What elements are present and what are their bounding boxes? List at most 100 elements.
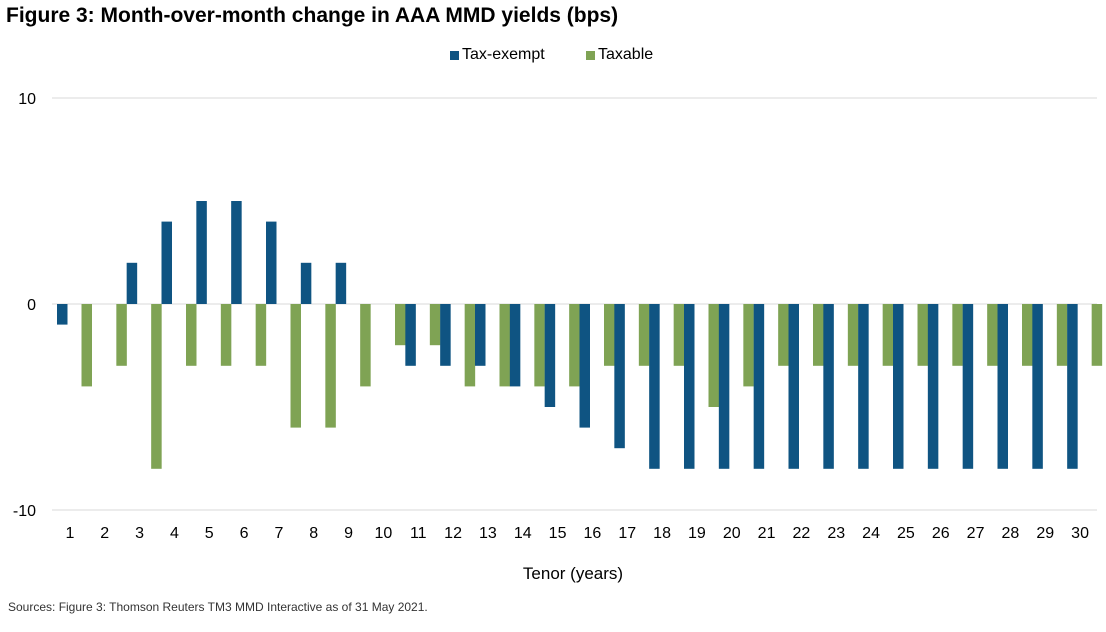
bar-tax-exempt [858,304,869,469]
bar-tax-exempt [718,304,730,469]
bar-tax-exempt [962,304,974,469]
bar-taxable [220,304,232,366]
bar-tax-exempt [57,304,68,325]
bar-taxable [987,304,998,366]
x-tick-label: 4 [170,525,179,542]
bar-tax-exempt [579,304,590,428]
x-tick-label: 28 [1002,525,1020,542]
x-tick-label: 21 [758,525,776,542]
x-tick-label: 9 [344,525,353,542]
bar-tax-exempt [231,201,242,304]
x-tick-label: 12 [444,525,462,542]
x-tick-label: 16 [584,525,602,542]
bar-tax-exempt [300,262,312,304]
x-tick-label: 25 [897,525,915,542]
bar-tax-exempt [788,304,799,469]
bar-taxable [429,304,441,346]
x-tick-label: 15 [549,525,567,542]
bar-taxable [255,304,267,366]
bar-tax-exempt [927,304,939,469]
bar-taxable [1056,304,1068,366]
bar-tax-exempt [753,304,765,469]
x-tick-label: 29 [1036,525,1054,542]
x-tick-label: 26 [932,525,950,542]
x-tick-label: 3 [135,525,144,542]
bar-taxable [952,304,963,366]
x-tick-label: 13 [479,525,497,542]
bar-taxable [360,304,371,387]
x-tick-label: 17 [618,525,636,542]
bar-taxable [1091,304,1103,366]
bar-tax-exempt [614,304,625,449]
x-tick-label: 19 [688,525,706,542]
bar-taxable [917,304,928,366]
bar-taxable [638,304,650,366]
bar-tax-exempt [196,201,207,304]
bar-taxable [186,304,197,366]
x-tick-label: 1 [65,525,74,542]
bar-tax-exempt [544,304,556,407]
bar-taxable [778,304,789,366]
legend-label-tax-exempt: Tax-exempt [462,46,545,63]
chart-title: Figure 3: Month-over-month change in AAA… [6,4,619,27]
y-tick-label: 0 [27,297,36,314]
bar-tax-exempt [893,304,904,469]
x-tick-label: 5 [205,525,214,542]
bar-tax-exempt [1032,304,1043,469]
bar-taxable [882,304,894,366]
bar-tax-exempt [997,304,1008,469]
x-tick-label: 7 [274,525,283,542]
bar-tax-exempt [475,304,486,366]
bar-tax-exempt [335,262,347,304]
bar-taxable [604,304,615,366]
bar-tax-exempt [126,262,138,304]
bar-tax-exempt [684,304,695,469]
bar-taxable [290,304,301,428]
bar-taxable [325,304,336,428]
x-tick-label: 6 [240,525,249,542]
x-axis-label: Tenor (years) [522,564,624,583]
x-tick-label: 11 [410,525,427,542]
legend: Tax-exempt Taxable [0,46,1106,66]
bar-tax-exempt [649,304,660,469]
x-tick-label: 30 [1071,525,1089,542]
bar-taxable [708,304,719,407]
legend-label-taxable: Taxable [598,46,654,63]
bar-tax-exempt [509,304,521,387]
bar-taxable [464,304,476,387]
bar-taxable [395,304,406,346]
legend-swatch-tax-exempt [450,50,459,60]
bar-tax-exempt [440,304,451,366]
bar-tax-exempt [161,221,172,304]
bar-taxable [151,304,162,469]
bar-taxable [673,304,685,366]
y-tick-label: -10 [13,503,36,520]
bar-taxable [499,304,510,387]
legend-item-tax-exempt: Tax-exempt [450,46,545,64]
bar-tax-exempt [266,221,277,304]
x-tick-label: 24 [862,525,880,542]
bar-tax-exempt [823,304,834,469]
x-tick-label: 14 [514,525,532,542]
legend-item-taxable: Taxable [586,46,653,64]
x-tick-label: 22 [793,525,811,542]
bar-taxable [743,304,754,387]
y-tick-label: 10 [18,91,36,108]
x-tick-label: 20 [723,525,741,542]
x-tick-label: 8 [309,525,318,542]
bar-taxable [813,304,824,366]
x-tick-label: 23 [827,525,845,542]
x-tick-label: 10 [375,525,393,542]
bar-taxable [847,304,859,366]
bar-taxable [569,304,580,387]
source-note: Sources: Figure 3: Thomson Reuters TM3 M… [8,600,428,614]
bar-taxable [81,304,92,387]
x-tick-label: 2 [100,525,109,542]
bar-tax-exempt [1067,304,1078,469]
bar-tax-exempt [405,304,416,366]
x-tick-label: 18 [653,525,671,542]
bar-taxable [1022,304,1033,366]
bar-taxable [116,304,127,366]
x-tick-label: 27 [967,525,985,542]
